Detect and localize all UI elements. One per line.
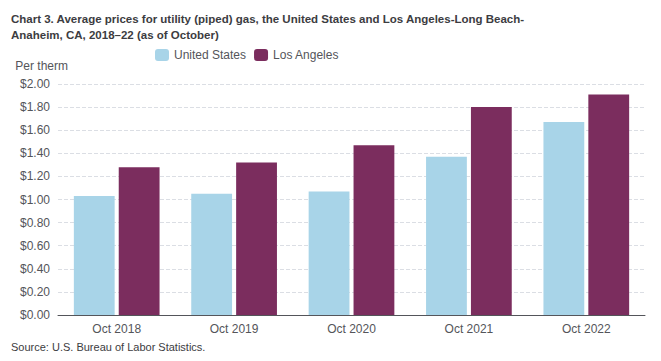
svg-text:$1.00: $1.00	[20, 193, 50, 207]
svg-text:United States: United States	[174, 48, 246, 62]
svg-text:$1.40: $1.40	[20, 146, 50, 160]
svg-text:Anaheim, CA, 2018–22 (as of Oc: Anaheim, CA, 2018–22 (as of October)	[11, 29, 219, 41]
svg-text:$2.00: $2.00	[20, 77, 50, 91]
svg-text:Source: U.S. Bureau of Labor S: Source: U.S. Bureau of Labor Statistics.	[11, 341, 205, 353]
svg-text:Oct 2018: Oct 2018	[92, 322, 141, 336]
svg-text:$0.60: $0.60	[20, 239, 50, 253]
svg-text:$0.40: $0.40	[20, 262, 50, 276]
svg-text:Los Angeles: Los Angeles	[273, 48, 338, 62]
svg-text:$0.00: $0.00	[20, 308, 50, 322]
svg-text:$1.20: $1.20	[20, 169, 50, 183]
svg-text:$0.20: $0.20	[20, 285, 50, 299]
svg-text:Per therm: Per therm	[15, 59, 68, 73]
svg-text:$1.60: $1.60	[20, 123, 50, 137]
svg-text:Oct 2019: Oct 2019	[210, 322, 259, 336]
svg-text:Oct 2021: Oct 2021	[445, 322, 494, 336]
svg-text:$1.80: $1.80	[20, 100, 50, 114]
svg-text:Chart 3. Average prices for ut: Chart 3. Average prices for utility (pip…	[11, 13, 524, 25]
svg-text:Oct 2020: Oct 2020	[327, 322, 376, 336]
svg-text:Oct 2022: Oct 2022	[562, 322, 611, 336]
svg-text:$0.80: $0.80	[20, 216, 50, 230]
